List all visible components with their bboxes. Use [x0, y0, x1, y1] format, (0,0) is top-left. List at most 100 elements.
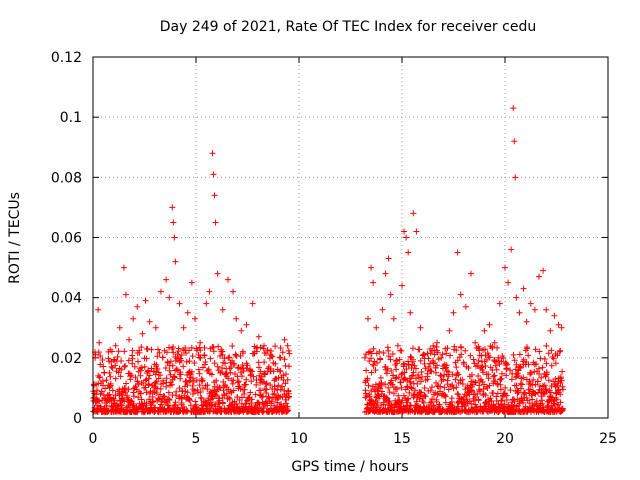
data-point: [137, 372, 144, 379]
data-point: [488, 397, 495, 404]
data-point: [385, 347, 392, 354]
data-point: [407, 309, 414, 316]
data-point: [486, 321, 493, 328]
data-point: [214, 363, 221, 370]
data-point: [467, 352, 474, 359]
data-point: [196, 344, 203, 351]
data-point: [237, 352, 244, 359]
data-point: [282, 396, 289, 403]
data-point: [516, 309, 523, 316]
data-point: [257, 368, 264, 375]
data-point: [195, 351, 202, 358]
data-point: [152, 379, 159, 386]
data-point: [209, 395, 216, 402]
data-point: [155, 369, 162, 376]
axis-ticks: 0 5 10 15 20 25 0 0.02 0.04 0.06 0.08 0.1 0.12: [51, 50, 617, 447]
data-point: [453, 364, 460, 371]
data-points: [90, 105, 566, 415]
data-point: [196, 382, 203, 389]
data-point: [541, 355, 548, 362]
data-point: [207, 355, 214, 362]
data-point: [286, 350, 293, 357]
data-point: [219, 306, 226, 313]
data-point: [511, 138, 518, 145]
data-point: [557, 399, 564, 406]
data-point: [559, 368, 566, 375]
data-point: [215, 343, 222, 350]
data-point: [503, 361, 510, 368]
data-point: [401, 360, 408, 367]
data-point: [108, 348, 115, 355]
data-point: [548, 347, 555, 354]
data-point: [411, 362, 418, 369]
data-point: [203, 300, 210, 307]
data-point: [434, 349, 441, 356]
data-point: [144, 368, 151, 375]
data-point: [261, 371, 268, 378]
data-point: [551, 312, 558, 319]
data-point: [155, 375, 162, 382]
data-point: [387, 356, 394, 363]
data-point: [507, 367, 514, 374]
data-point: [282, 371, 289, 378]
data-point: [247, 372, 254, 379]
data-point: [539, 400, 546, 407]
data-point: [282, 380, 289, 387]
data-point: [123, 380, 130, 387]
data-point: [472, 404, 479, 411]
data-point: [508, 246, 515, 253]
chart-title: Day 249 of 2021, Rate Of TEC Index for r…: [160, 19, 536, 35]
data-point: [182, 344, 189, 351]
y-tick-label: 0.12: [51, 50, 82, 66]
data-point: [400, 361, 407, 368]
data-point: [478, 352, 485, 359]
data-point: [409, 345, 416, 352]
data-point: [162, 364, 169, 371]
data-point: [284, 376, 291, 383]
data-point: [513, 382, 520, 389]
data-point: [398, 371, 405, 378]
data-point: [105, 355, 112, 362]
data-point: [531, 361, 538, 368]
data-point: [491, 339, 498, 346]
data-point: [209, 150, 216, 157]
data-point: [142, 377, 149, 384]
data-point: [405, 249, 412, 256]
data-point: [95, 306, 102, 313]
data-point: [211, 360, 218, 367]
data-point: [496, 300, 503, 307]
data-point: [183, 378, 190, 385]
data-point: [165, 395, 172, 402]
data-point: [137, 390, 144, 397]
data-point: [370, 362, 377, 369]
data-point: [458, 403, 465, 410]
data-point: [415, 375, 422, 382]
data-point: [435, 356, 442, 363]
data-point: [112, 362, 119, 369]
data-point: [197, 354, 204, 361]
data-point: [388, 367, 395, 374]
data-point: [385, 353, 392, 360]
data-point: [135, 394, 142, 401]
data-point: [459, 381, 466, 388]
data-point: [552, 360, 559, 367]
data-point: [244, 362, 251, 369]
data-point: [223, 390, 230, 397]
data-point: [127, 376, 134, 383]
data-point: [531, 368, 538, 375]
data-point: [120, 264, 127, 271]
data-point: [433, 398, 440, 405]
y-tick-label: 0.1: [60, 110, 82, 126]
data-point: [520, 374, 527, 381]
data-point: [536, 348, 543, 355]
data-point: [394, 342, 401, 349]
data-point: [437, 383, 444, 390]
data-point: [196, 370, 203, 377]
data-point: [199, 377, 206, 384]
data-point: [160, 380, 167, 387]
data-point: [390, 372, 397, 379]
data-point: [267, 365, 274, 372]
data-point: [220, 378, 227, 385]
data-point: [226, 395, 233, 402]
data-point: [559, 383, 566, 390]
